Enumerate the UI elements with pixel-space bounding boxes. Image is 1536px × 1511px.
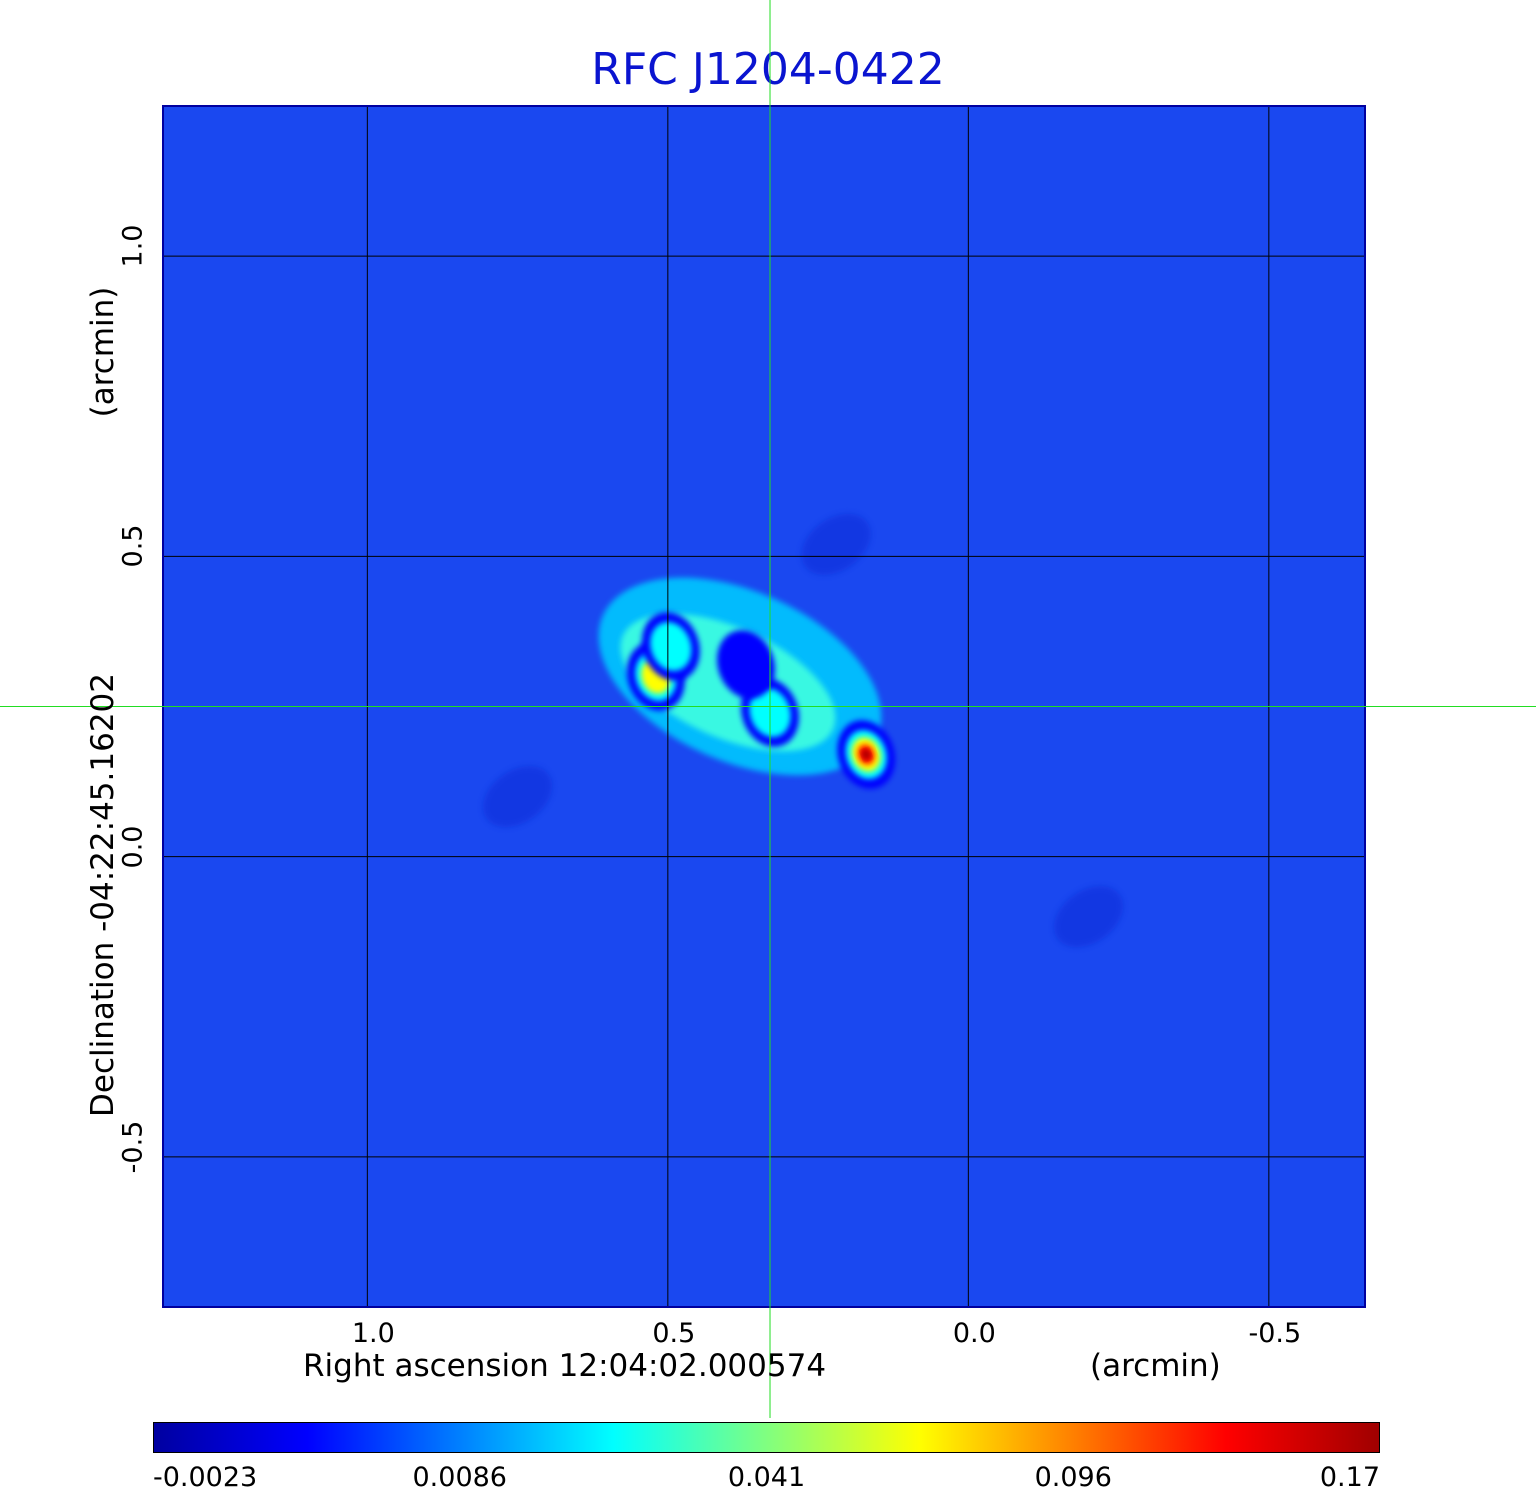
depression-0 xyxy=(801,513,871,575)
x-axis-unit: (arcmin) xyxy=(1090,1348,1221,1384)
x-tick-label: -0.5 xyxy=(1248,1318,1302,1349)
depression-1 xyxy=(483,766,553,828)
x-tick-label: 1.0 xyxy=(351,1318,395,1349)
colorbar-tick-label: 0.096 xyxy=(1034,1462,1112,1493)
source-component-4 xyxy=(717,630,775,699)
colorbar-tick-label: 0.0086 xyxy=(412,1462,507,1493)
source-component-3 xyxy=(837,720,896,789)
crosshair xyxy=(0,0,1536,1418)
colorbar-tick-label: -0.0023 xyxy=(153,1462,258,1493)
x-axis-label: Right ascension 12:04:02.000574 xyxy=(303,1348,827,1384)
y-tick-label: 0.0 xyxy=(117,825,149,869)
colorbar-tick-label: 0.041 xyxy=(727,1462,806,1493)
y-axis-label: Declination -04:22:45.16202 xyxy=(85,673,121,1117)
x-tick-label: 0.0 xyxy=(952,1318,996,1349)
colorbar-tick-label: 0.17 xyxy=(1319,1462,1380,1493)
depression-2 xyxy=(1054,886,1124,948)
x-tick-label: 0.5 xyxy=(652,1318,696,1349)
chart-title: RFC J1204-0422 xyxy=(591,44,945,95)
y-axis-unit: (arcmin) xyxy=(85,286,121,418)
y-tick-label: 1.0 xyxy=(117,224,149,268)
source-component-1 xyxy=(641,612,700,681)
colorbar xyxy=(153,1422,1380,1453)
y-tick-label: -0.5 xyxy=(117,1120,149,1174)
y-tick-label: 0.5 xyxy=(117,524,149,568)
